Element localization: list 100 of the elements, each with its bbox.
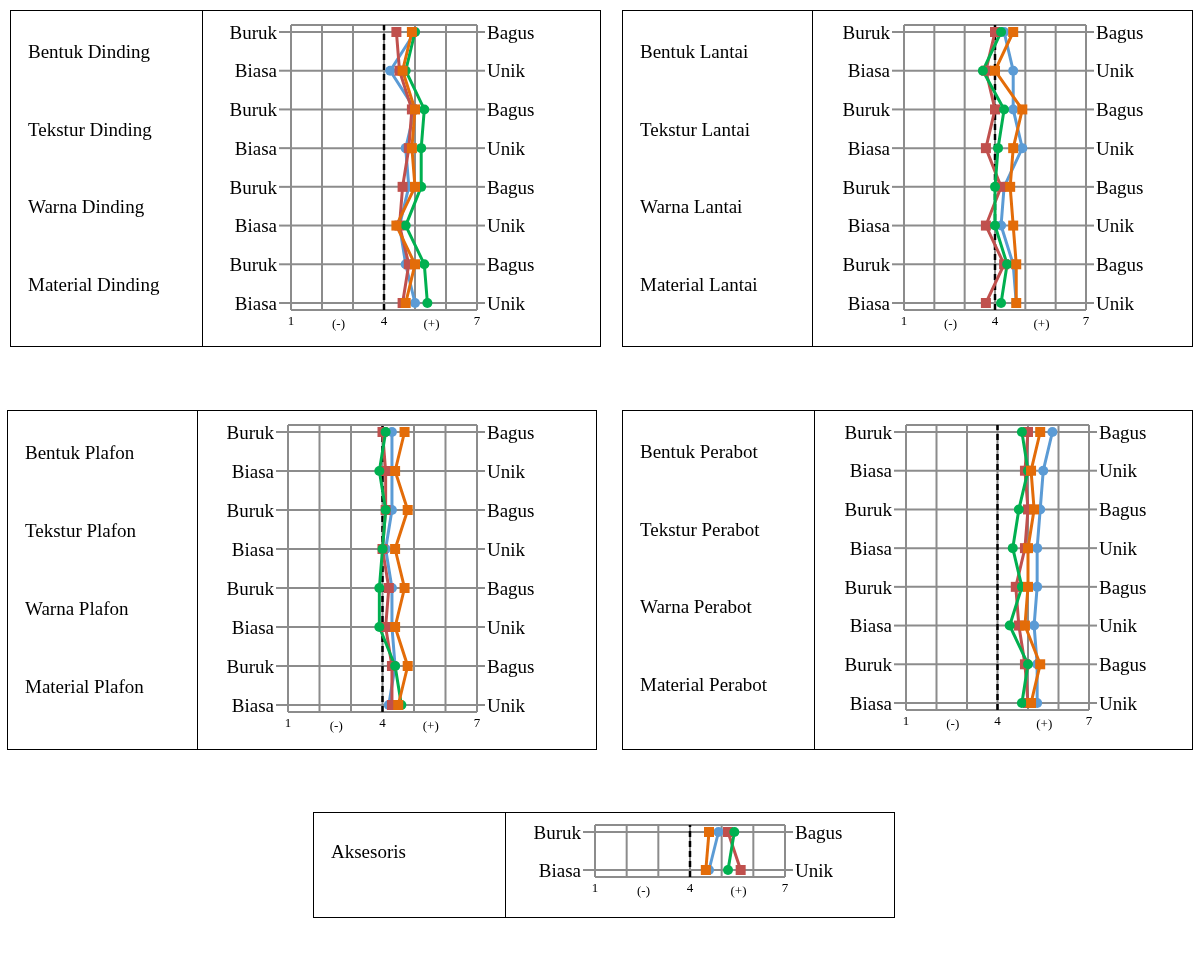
text: Material Plafon — [25, 674, 144, 699]
text: Tekstur Perabot — [640, 517, 760, 542]
text: Warna Dinding — [28, 195, 145, 220]
x-tick-label: 1 — [900, 313, 908, 329]
y-tick-label: Biasa — [849, 615, 893, 637]
text: (+) — [729, 883, 748, 899]
text: Tekstur Dinding — [28, 117, 152, 142]
x-tick-label: 4 — [994, 713, 1002, 729]
y-tick-label: Biasa — [847, 137, 891, 159]
y-tick-label: Buruk — [842, 176, 891, 198]
x-tick-label: 4 — [686, 880, 694, 896]
text: Warna Perabot — [640, 595, 752, 620]
y2-tick-label: Bagus — [487, 421, 535, 443]
y-tick-label: Buruk — [844, 654, 893, 676]
text: Aksesoris — [331, 840, 406, 864]
y2-tick-label: Unik — [1096, 60, 1135, 82]
x-tick-label: 7 — [1082, 313, 1090, 329]
text: (-) — [945, 716, 961, 732]
text: Tekstur Lantai — [640, 117, 750, 142]
y-tick-label: Buruk — [844, 576, 893, 598]
y-tick-label: Biasa — [231, 538, 275, 560]
y2-tick-label: Bagus — [487, 99, 535, 121]
y-tick-label: Buruk — [844, 499, 893, 521]
y2-tick-label: Bagus — [795, 821, 843, 843]
y-tick-label: Biasa — [231, 460, 275, 482]
y2-tick-label: Unik — [1099, 692, 1138, 714]
y-tick-label: Buruk — [226, 577, 275, 599]
x-tick-label: 1 — [284, 715, 292, 731]
y-tick-label: Biasa — [538, 859, 582, 881]
y2-tick-label: Bagus — [1099, 499, 1147, 521]
text: (+) — [422, 316, 441, 332]
y-tick-label: Biasa — [847, 292, 891, 314]
y2-tick-label: Bagus — [487, 499, 535, 521]
y2-tick-label: Bagus — [487, 254, 535, 276]
y2-tick-label: Unik — [1099, 460, 1138, 482]
y2-tick-label: Unik — [1096, 137, 1135, 159]
y2-tick-label: Unik — [1096, 215, 1135, 237]
y-tick-label: Buruk — [229, 176, 278, 198]
x-tick-label: 1 — [287, 313, 295, 329]
text: (+) — [421, 718, 440, 734]
y2-tick-label: Bagus — [1099, 654, 1147, 676]
x-tick-label: 4 — [379, 715, 387, 731]
y2-tick-label: Unik — [795, 859, 834, 881]
y2-tick-label: Bagus — [1096, 254, 1144, 276]
y-tick-label: Biasa — [849, 460, 893, 482]
y-tick-label: Buruk — [842, 21, 891, 43]
y-tick-label: Buruk — [226, 655, 275, 677]
y-tick-label: Buruk — [533, 821, 582, 843]
y2-tick-label: Bagus — [487, 176, 535, 198]
y2-tick-label: Unik — [487, 616, 526, 638]
y-tick-label: Biasa — [847, 215, 891, 237]
text: (-) — [943, 316, 958, 332]
y2-tick-label: Bagus — [1096, 21, 1144, 43]
y2-tick-label: Unik — [487, 137, 526, 159]
text: (-) — [636, 883, 651, 899]
y2-tick-label: Unik — [487, 694, 526, 716]
y2-tick-label: Unik — [1099, 615, 1138, 637]
text: Warna Lantai — [640, 195, 743, 220]
y-tick-label: Biasa — [847, 60, 891, 82]
text: Material Dinding — [28, 272, 160, 297]
y2-tick-label: Bagus — [1099, 576, 1147, 598]
y-tick-label: Biasa — [231, 616, 275, 638]
text: Bentuk Plafon — [25, 440, 135, 465]
y-tick-label: Buruk — [226, 421, 275, 443]
y2-tick-label: Unik — [1099, 537, 1138, 559]
y-tick-label: Buruk — [226, 499, 275, 521]
y-tick-label: Buruk — [844, 421, 893, 443]
y-tick-label: Biasa — [234, 215, 278, 237]
x-tick-label: 7 — [473, 715, 481, 731]
text: (+) — [1035, 716, 1054, 732]
text: Bentuk Lantai — [640, 40, 749, 65]
x-tick-label: 4 — [991, 313, 999, 329]
y2-tick-label: Bagus — [1099, 421, 1147, 443]
y2-tick-label: Bagus — [1096, 99, 1144, 121]
y-tick-label: Biasa — [234, 60, 278, 82]
y2-tick-label: Unik — [487, 292, 526, 314]
x-tick-label: 7 — [473, 313, 481, 329]
y-tick-label: Buruk — [229, 99, 278, 121]
x-tick-label: 7 — [781, 880, 789, 896]
y2-tick-label: Unik — [487, 215, 526, 237]
y-tick-label: Buruk — [229, 254, 278, 276]
x-tick-label: 1 — [591, 880, 599, 896]
text: Tekstur Plafon — [25, 518, 137, 543]
y-tick-label: Buruk — [842, 254, 891, 276]
text: Material Lantai — [640, 272, 758, 297]
y2-tick-label: Bagus — [487, 21, 535, 43]
y-tick-label: Biasa — [234, 137, 278, 159]
y2-tick-label: Bagus — [487, 655, 535, 677]
y-tick-label: Biasa — [231, 694, 275, 716]
x-tick-label: 4 — [380, 313, 388, 329]
text: (+) — [1032, 316, 1051, 332]
text: Bentuk Perabot — [640, 440, 758, 465]
y-tick-label: Biasa — [849, 692, 893, 714]
y-tick-label: Biasa — [849, 537, 893, 559]
y2-tick-label: Unik — [487, 60, 526, 82]
y2-tick-label: Unik — [487, 538, 526, 560]
text: Warna Plafon — [25, 596, 129, 621]
text: (-) — [331, 316, 346, 332]
y-tick-label: Biasa — [234, 292, 278, 314]
y-tick-label: Buruk — [842, 99, 891, 121]
